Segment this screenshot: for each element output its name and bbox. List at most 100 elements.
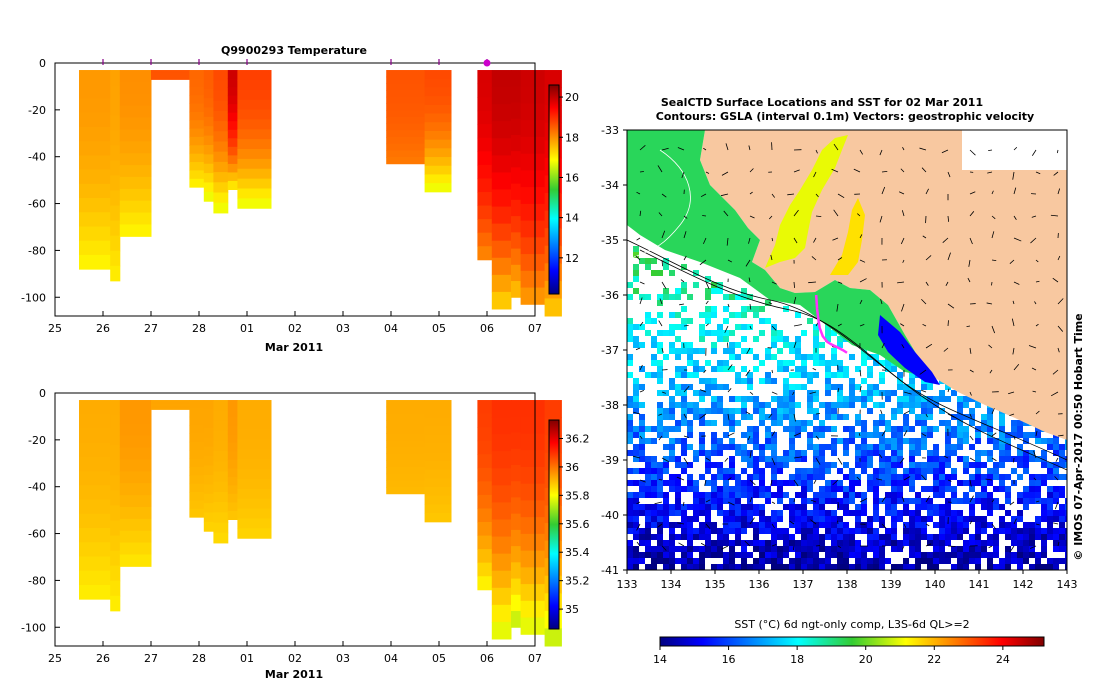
sst-pixel [747, 456, 753, 462]
profile-9-cell [386, 136, 426, 145]
sst-pixel [831, 408, 837, 414]
profile-7-cell [227, 172, 238, 182]
sst-pixel [735, 528, 741, 534]
sst-pixel [945, 486, 951, 492]
sst-pixel [699, 504, 705, 510]
map-x-tick-label: 136 [749, 578, 770, 591]
profile-0-cell [79, 428, 111, 444]
velocity-vector [900, 168, 905, 173]
velocity-vector [859, 498, 868, 503]
sst-pixel [735, 474, 741, 480]
profile-9-cell [386, 400, 426, 408]
sst-pixel [771, 522, 777, 528]
sst-pixel [975, 558, 981, 564]
velocity-vector [1035, 523, 1040, 526]
profile-6-cell [213, 182, 229, 194]
sst-pixel [663, 288, 669, 294]
sst-pixel [987, 552, 993, 558]
profile-2-cell [119, 70, 152, 83]
sst-pixel [783, 492, 789, 498]
profile-9-cell [386, 433, 426, 441]
sst-pixel [627, 372, 633, 378]
sst-pixel [861, 390, 867, 396]
sst-pixel [801, 534, 807, 540]
sst-pixel [771, 432, 777, 438]
sst-pixel [813, 336, 819, 342]
sst-pixel [771, 510, 777, 516]
sst-pixel [741, 348, 747, 354]
sst-pixel [1053, 528, 1059, 534]
sst-pixel [663, 498, 669, 504]
sst-pixel [963, 414, 969, 420]
sst-pixel [921, 384, 927, 390]
velocity-vector [699, 413, 707, 419]
sst-pixel [909, 444, 915, 450]
velocity-vector [1057, 347, 1060, 353]
profile-11-cell [477, 522, 493, 537]
sst-pixel [933, 486, 939, 492]
sst-pixel [1047, 498, 1053, 504]
sst-pixel [999, 474, 1005, 480]
sst-pixel [885, 534, 891, 540]
sst-pixel [693, 366, 699, 372]
velocity-vector [705, 499, 711, 503]
sst-pixel [1041, 516, 1047, 522]
sst-pixel [657, 402, 663, 408]
velocity-vector [925, 343, 933, 349]
sst-pixel [657, 504, 663, 510]
profile-11-cell [477, 549, 493, 564]
sst-pixel [981, 552, 987, 558]
sst-pixel [651, 426, 657, 432]
sst-pixel [1047, 474, 1053, 480]
sst-pixel [663, 294, 669, 300]
sst-pixel [849, 540, 855, 546]
sst-pixel [1023, 438, 1029, 444]
sst-pixel [939, 480, 945, 486]
profile-0-cell [79, 183, 111, 199]
profile-9-cell [386, 453, 426, 461]
sst-pixel [699, 432, 705, 438]
x-tick-label: 05 [432, 652, 446, 665]
velocity-vector [793, 456, 802, 459]
sst-pixel [987, 468, 993, 474]
map-x-tick-label: 140 [925, 578, 946, 591]
velocity-vector [969, 495, 974, 503]
sst-pixel [891, 426, 897, 432]
velocity-vector [771, 523, 775, 529]
sst-pixel [999, 522, 1005, 528]
profile-7-cell [227, 400, 238, 410]
sst-pixel [777, 558, 783, 564]
sst-pixel [801, 498, 807, 504]
sst-pixel [675, 462, 681, 468]
sst-pixel [837, 534, 843, 540]
sst-pixel [807, 354, 813, 360]
sst-pixel [753, 546, 759, 552]
sst-pixel [651, 468, 657, 474]
sst-pixel [669, 396, 675, 402]
sst-pixel [987, 534, 993, 540]
sst-pixel [1047, 510, 1053, 516]
profile-2-cell [119, 141, 152, 154]
sst-pixel [723, 498, 729, 504]
sst-pixel [801, 486, 807, 492]
profile-11-cell [477, 413, 493, 428]
sst-pixel [735, 312, 741, 318]
velocity-vector [1057, 541, 1060, 547]
sst-pixel [657, 420, 663, 426]
velocity-vector [810, 519, 817, 525]
velocity-vector [922, 235, 927, 239]
sst-pixel [771, 396, 777, 402]
velocity-vector [679, 303, 685, 306]
velocity-vector [921, 298, 927, 305]
sst-pixel [705, 522, 711, 528]
sst-pixel [651, 504, 657, 510]
map-x-tick-label: 138 [837, 578, 858, 591]
sst-pixel [627, 546, 633, 552]
sst-pixel [1035, 456, 1041, 462]
sst-pixel [867, 450, 873, 456]
sst-pixel [693, 510, 699, 516]
sst-pixel [765, 318, 771, 324]
sst-pixel [897, 498, 903, 504]
salinity-colorbar [548, 419, 560, 630]
sst-pixel [789, 558, 795, 564]
